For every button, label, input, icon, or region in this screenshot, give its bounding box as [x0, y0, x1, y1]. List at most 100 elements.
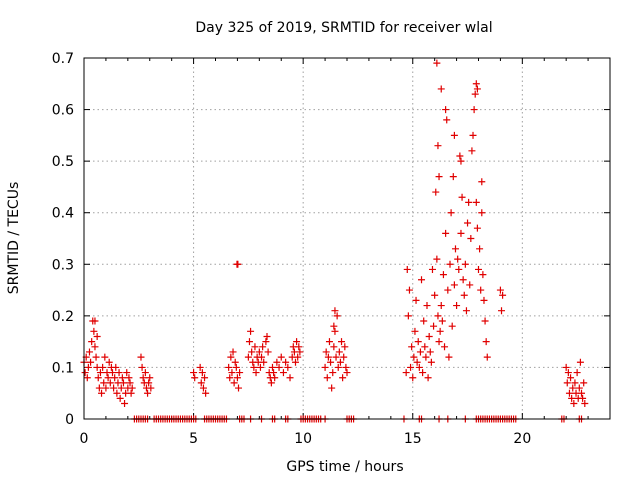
data-point [430, 322, 438, 330]
data-point [403, 265, 411, 273]
data-point [443, 116, 451, 124]
data-point [248, 348, 256, 356]
y-tick-label: 0.3 [52, 257, 74, 273]
data-point [293, 338, 301, 346]
data-point [573, 369, 581, 377]
data-point [284, 363, 292, 371]
data-point [472, 198, 480, 206]
data-point [327, 358, 335, 366]
data-point [442, 229, 450, 237]
data-point [330, 322, 338, 330]
data-point [336, 358, 344, 366]
x-tick-label: 20 [513, 431, 531, 447]
data-point [338, 338, 346, 346]
data-point [322, 348, 330, 356]
data-point [101, 353, 109, 361]
data-point [258, 353, 266, 361]
data-point [282, 358, 290, 366]
data-point [432, 188, 440, 196]
data-point [473, 224, 481, 232]
data-point [581, 400, 589, 408]
data-point [275, 363, 283, 371]
data-point [230, 379, 238, 387]
data-point [252, 369, 260, 377]
data-point [202, 389, 210, 397]
data-point [480, 296, 488, 304]
data-point [453, 302, 461, 310]
y-tick-label: 0.4 [52, 206, 74, 222]
data-point [447, 209, 455, 217]
y-tick-label: 0.5 [52, 154, 74, 170]
data-point [325, 338, 333, 346]
data-point [411, 327, 419, 335]
data-point [115, 369, 123, 377]
y-tick-label: 0.2 [52, 309, 74, 325]
data-point [323, 374, 331, 382]
data-point [291, 358, 299, 366]
data-point [579, 394, 587, 402]
data-point [83, 374, 91, 382]
data-point [580, 379, 588, 387]
data-point [450, 281, 458, 289]
y-tick-label: 0.7 [52, 51, 74, 67]
data-point [104, 374, 112, 382]
data-point [434, 312, 442, 320]
data-point [431, 291, 439, 299]
data-point [450, 131, 458, 139]
data-point [199, 384, 207, 392]
data-point [244, 353, 252, 361]
data-point [335, 348, 343, 356]
data-point [451, 245, 459, 253]
data-point [426, 348, 434, 356]
data-point [286, 374, 294, 382]
data-point [562, 363, 570, 371]
data-point [461, 260, 469, 268]
data-point [405, 286, 413, 294]
data-point [412, 296, 420, 304]
data-point [93, 332, 101, 340]
data-point [418, 276, 426, 284]
data-point [91, 343, 99, 351]
data-point [466, 281, 474, 289]
data-point [435, 338, 443, 346]
data-point [147, 384, 155, 392]
data-point [565, 389, 573, 397]
data-point [102, 384, 110, 392]
data-point [255, 348, 263, 356]
data-point [227, 353, 235, 361]
data-point [570, 400, 578, 408]
axis-ticks: 0 5 10 15 20 0 0.1 0.2 0.3 0.4 0.5 0.6 0.7 [52, 51, 611, 447]
data-point [234, 260, 242, 268]
y-tick-label: 0.6 [52, 103, 74, 119]
data-point [404, 312, 412, 320]
data-point [117, 384, 125, 392]
x-tick-label: 5 [189, 431, 198, 447]
data-point [262, 338, 270, 346]
data-point [110, 384, 118, 392]
data-point [98, 389, 106, 397]
data-point [113, 389, 121, 397]
data-point [125, 374, 133, 382]
data-point [236, 369, 244, 377]
data-point [424, 374, 432, 382]
data-point [571, 379, 579, 387]
data-point [567, 374, 575, 382]
data-point [482, 338, 490, 346]
data-point [433, 59, 441, 67]
data-point [413, 358, 421, 366]
data-point [328, 384, 336, 392]
data-point [332, 353, 340, 361]
data-point [470, 106, 478, 114]
data-point [456, 152, 464, 160]
data-point [279, 369, 287, 377]
data-point [475, 265, 482, 273]
data-point [422, 353, 430, 361]
data-point [460, 291, 468, 299]
data-point [81, 369, 89, 377]
data-point [472, 80, 480, 88]
y-axis-label: SRMTID / TECUs [6, 182, 22, 295]
data-point [341, 343, 349, 351]
data-point [85, 348, 93, 356]
data-point [233, 374, 241, 382]
data-point [225, 363, 233, 371]
